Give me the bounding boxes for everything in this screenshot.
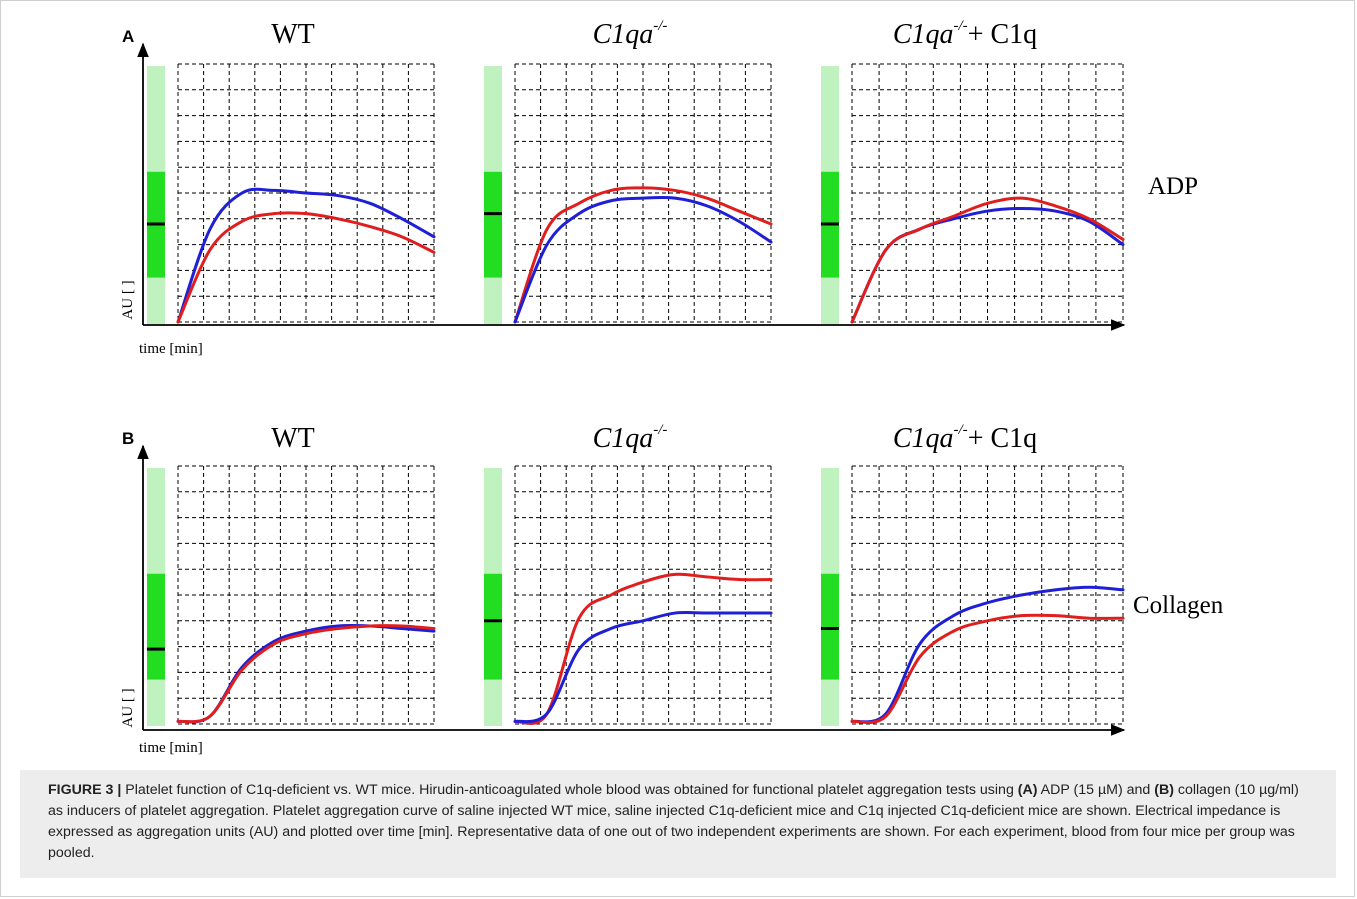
panel-a-ylabel: AU [ ] (120, 280, 136, 319)
subplot-b-3 (821, 465, 1125, 726)
panel-b-title-c1qa-c1q: C1qa-/-+ C1q (893, 422, 1037, 454)
figure-caption: FIGURE 3 | Platelet function of C1q-defi… (48, 780, 1310, 864)
panel-b-inducer: Collagen (1133, 592, 1224, 619)
caption-ref-a: (A) (1017, 782, 1038, 798)
panel-b-title-c1qa: C1qa-/- (593, 422, 668, 454)
curve-red (850, 196, 1125, 324)
figure-plots: A AU [ ] time [min] ADP WT C1qa-/- C1qa-… (120, 18, 1224, 756)
panel-b-title-wt: WT (271, 423, 315, 454)
curve-red (850, 613, 1125, 725)
curve-red (513, 572, 773, 726)
subplot-a-3 (821, 63, 1125, 324)
curve-blue (176, 187, 436, 324)
panel-b-ylabel: AU [ ] (120, 688, 136, 727)
panel-a-xlabel: time [min] (139, 341, 203, 357)
subplot-a-2 (484, 63, 773, 324)
level-bar-range (147, 573, 165, 680)
level-bar-range (821, 573, 839, 680)
caption-text-1: Platelet function of C1q-deficient vs. W… (121, 782, 1018, 798)
caption-label: FIGURE 3 | (48, 782, 122, 798)
panel-b-letter: B (122, 429, 134, 448)
subplots (147, 63, 1125, 726)
curve-blue (513, 195, 773, 324)
caption-ref-b: (B) (1154, 782, 1174, 798)
panel-a-title-c1qa: C1qa-/- (593, 18, 668, 50)
caption-text-2: ADP (15 µM) and (1037, 782, 1155, 798)
panel-a-letter: A (122, 27, 134, 46)
curve-red (176, 624, 436, 724)
panel-a: A AU [ ] time [min] ADP WT C1qa-/- C1qa-… (120, 18, 1198, 357)
panel-a-title-wt: WT (271, 19, 315, 50)
caption-text-3: collagen (10 µg/ml) as inducers of plate… (48, 782, 1299, 861)
level-bar-range (484, 171, 502, 278)
panel-b: B AU [ ] time [min] Collagen WT C1qa-/- … (120, 422, 1224, 756)
panel-b-xlabel: time [min] (139, 740, 203, 756)
curve-blue (513, 610, 773, 724)
curve-red (513, 186, 773, 324)
curve-red (176, 211, 436, 324)
panel-a-inducer: ADP (1148, 173, 1198, 200)
subplot-b-2 (484, 465, 773, 726)
subplot-b-1 (147, 465, 436, 726)
panel-a-title-c1qa-c1q: C1qa-/-+ C1q (893, 18, 1037, 50)
caption-box: FIGURE 3 | Platelet function of C1q-defi… (20, 770, 1336, 878)
curve-blue (850, 585, 1125, 724)
level-bar-range (484, 573, 502, 680)
subplot-a-1 (147, 63, 436, 324)
